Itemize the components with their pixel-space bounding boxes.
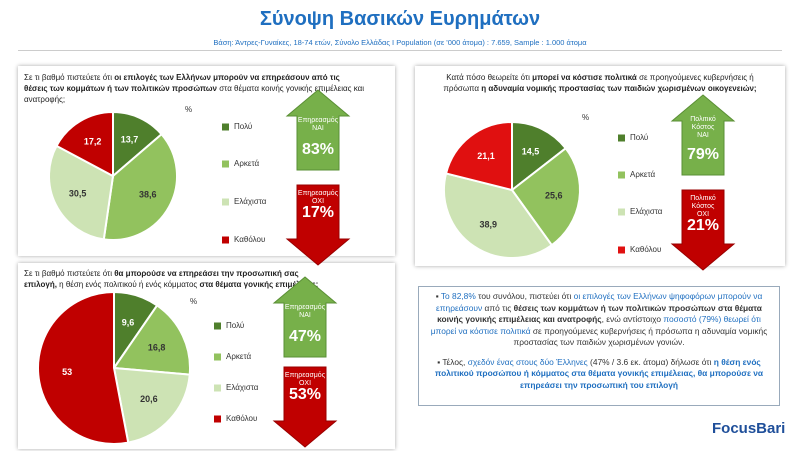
unit-label: % bbox=[582, 113, 589, 122]
data-label: 14,5 bbox=[522, 147, 540, 157]
pie-slice bbox=[37, 290, 130, 445]
legend-label: Πολύ bbox=[234, 122, 252, 131]
legend-swatch bbox=[618, 208, 625, 216]
legend-swatch bbox=[214, 415, 221, 423]
question: Σε τι βαθμό πιστεύετε ότι οι επιλογές τω… bbox=[24, 73, 364, 104]
legend-swatch bbox=[214, 322, 221, 330]
data-label: 21,1 bbox=[477, 151, 495, 161]
legend-swatch bbox=[214, 384, 221, 392]
legend-swatch bbox=[222, 123, 229, 131]
divider bbox=[18, 50, 782, 51]
question: Σε τι βαθμό πιστεύετε ότι θα μπορούσε να… bbox=[24, 269, 319, 289]
arrow-down bbox=[285, 184, 351, 266]
legend-label: Αρκετά bbox=[226, 352, 252, 361]
question: Κατά πόσο θεωρείτε ότι μπορεί να κόστισε… bbox=[443, 73, 757, 93]
arrow-down bbox=[670, 189, 736, 271]
legend-label: Καθόλου bbox=[234, 235, 265, 244]
legend-swatch bbox=[222, 198, 229, 206]
arrow-up bbox=[272, 276, 338, 358]
arrow-value: 83% bbox=[302, 141, 334, 158]
arrow-value: 79% bbox=[687, 146, 719, 163]
unit-label: % bbox=[190, 297, 197, 306]
pie-slice bbox=[444, 120, 513, 192]
legend-label: Καθόλου bbox=[226, 414, 257, 423]
data-label: 13,7 bbox=[121, 134, 139, 144]
data-label: 17,2 bbox=[84, 136, 102, 146]
arrow-label: Κόστος bbox=[692, 202, 715, 210]
pie-slice bbox=[443, 172, 554, 259]
pie-slice bbox=[102, 132, 178, 241]
arrow-value: 21% bbox=[687, 217, 719, 234]
legend-swatch bbox=[222, 236, 229, 244]
data-label: 25,6 bbox=[545, 190, 563, 200]
data-label: 53 bbox=[62, 367, 72, 377]
unit-label: % bbox=[185, 105, 192, 114]
arrow-label: Επηρεασμός bbox=[298, 189, 339, 197]
legend-label: Αρκετά bbox=[234, 159, 260, 168]
arrow-label: ΝΑΙ bbox=[697, 132, 709, 139]
legend-label: Ελάχιστα bbox=[234, 197, 267, 206]
pie-slice bbox=[112, 366, 191, 444]
arrow-label: ΟΧΙ bbox=[299, 380, 311, 387]
data-label: 20,6 bbox=[140, 394, 158, 404]
arrow-label: Κόστος bbox=[692, 123, 715, 131]
pie-slice bbox=[48, 144, 115, 241]
arrow-label: Επηρεασμός bbox=[298, 116, 339, 124]
arrow-label: Επηρεασμός bbox=[285, 303, 326, 311]
arrow-value: 17% bbox=[302, 204, 334, 221]
arrow-value: 47% bbox=[289, 328, 321, 345]
legend-swatch bbox=[222, 160, 229, 168]
data-label: 9,6 bbox=[122, 317, 135, 327]
data-label: 38,6 bbox=[139, 189, 157, 199]
arrow-label: ΝΑΙ bbox=[299, 312, 311, 319]
arrow-label: ΟΧΙ bbox=[697, 211, 709, 218]
data-label: 38,9 bbox=[480, 219, 498, 229]
legend-label: Ελάχιστα bbox=[226, 383, 259, 392]
arrow-label: ΝΑΙ bbox=[312, 125, 324, 132]
legend-label: Πολύ bbox=[630, 133, 648, 142]
data-label: 16,8 bbox=[148, 342, 166, 352]
legend-label: Καθόλου bbox=[630, 245, 661, 254]
pie-slice bbox=[55, 110, 114, 178]
legend-label: Ελάχιστα bbox=[630, 207, 663, 216]
logo: FocusBari bbox=[712, 420, 786, 437]
legend-swatch bbox=[214, 353, 221, 361]
legend-swatch bbox=[618, 171, 625, 179]
arrow-up bbox=[670, 94, 736, 176]
legend-swatch bbox=[618, 134, 625, 142]
arrow-label: Πολιτικό bbox=[690, 194, 716, 202]
arrow-label: ΟΧΙ bbox=[312, 198, 324, 205]
title: Σύνοψη Βασικών Ευρημάτων bbox=[259, 8, 541, 30]
arrow-down bbox=[272, 366, 338, 448]
arrow-label: Επηρεασμός bbox=[285, 371, 326, 379]
data-label: 30,5 bbox=[69, 188, 87, 198]
legend-label: Αρκετά bbox=[630, 170, 656, 179]
pie-slice bbox=[510, 146, 581, 247]
notes: ▪ Το 82,8% του συνόλου, πιστεύει ότι οι … bbox=[418, 286, 780, 406]
arrow-value: 53% bbox=[289, 386, 321, 403]
legend-swatch bbox=[618, 246, 625, 254]
pie-slice bbox=[112, 304, 191, 376]
note: ▪ Το 82,8% του συνόλου, πιστεύει ότι οι … bbox=[430, 291, 768, 347]
legend-label: Πολύ bbox=[226, 321, 244, 330]
subtitle: Βάση: Άντρες-Γυναίκες, 18-74 ετών, Σύνολ… bbox=[213, 38, 587, 47]
pie-slice bbox=[511, 120, 568, 193]
note: ▪ Τέλος, σχεδόν ένας στους δύο Έλληνες (… bbox=[434, 356, 764, 390]
pie-slice bbox=[112, 110, 163, 179]
arrow-up bbox=[285, 89, 351, 171]
arrow-label: Πολιτικό bbox=[690, 115, 716, 123]
